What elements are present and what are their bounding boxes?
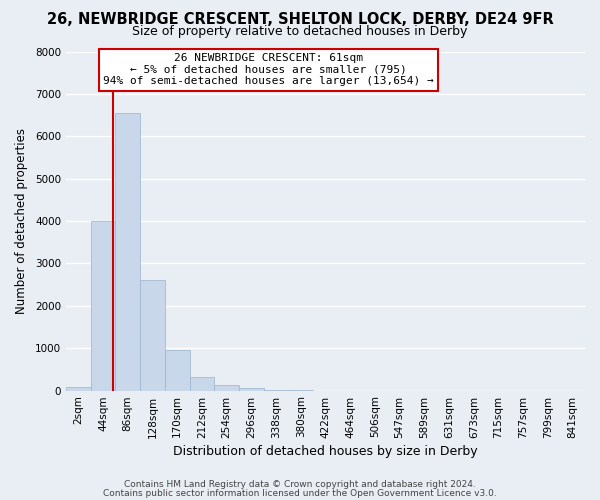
Bar [66, 388, 91, 390]
Text: Contains public sector information licensed under the Open Government Licence v3: Contains public sector information licen… [103, 489, 497, 498]
X-axis label: Distribution of detached houses by size in Derby: Distribution of detached houses by size … [173, 444, 478, 458]
Bar [165, 350, 190, 391]
Y-axis label: Number of detached properties: Number of detached properties [15, 128, 28, 314]
Bar [190, 376, 214, 390]
Text: 26 NEWBRIDGE CRESCENT: 61sqm
← 5% of detached houses are smaller (795)
94% of se: 26 NEWBRIDGE CRESCENT: 61sqm ← 5% of det… [103, 53, 434, 86]
Bar [91, 221, 115, 390]
Text: Size of property relative to detached houses in Derby: Size of property relative to detached ho… [133, 25, 467, 38]
Text: 26, NEWBRIDGE CRESCENT, SHELTON LOCK, DERBY, DE24 9FR: 26, NEWBRIDGE CRESCENT, SHELTON LOCK, DE… [47, 12, 553, 28]
Bar [239, 388, 263, 390]
Bar [214, 386, 239, 390]
Bar [140, 280, 165, 390]
Text: Contains HM Land Registry data © Crown copyright and database right 2024.: Contains HM Land Registry data © Crown c… [124, 480, 476, 489]
Bar [115, 113, 140, 390]
